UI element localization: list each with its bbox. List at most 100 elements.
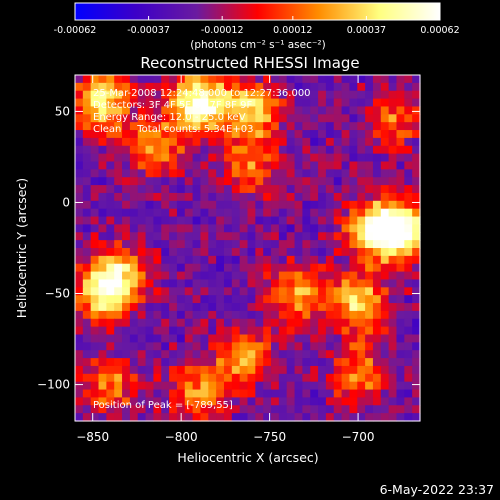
heatmap-cell	[223, 255, 233, 265]
heatmap-cell	[169, 216, 178, 226]
heatmap-cell	[169, 287, 178, 296]
heatmap-cell	[341, 122, 351, 131]
heatmap-cell	[184, 326, 194, 336]
heatmap-cell	[310, 271, 319, 281]
heatmap-cell	[129, 310, 139, 320]
heatmap-cell	[294, 169, 303, 178]
heatmap-cell	[75, 192, 84, 202]
heatmap-cell	[286, 248, 296, 257]
heatmap-cell	[90, 413, 100, 422]
heatmap-cell	[365, 185, 374, 194]
heatmap-cell	[388, 334, 398, 343]
heatmap-cell	[216, 326, 225, 336]
heatmap-cell	[145, 240, 155, 249]
heatmap-cell	[388, 279, 398, 288]
heatmap-cell	[302, 358, 311, 367]
y-axis-label: Heliocentric Y (arcsec)	[14, 178, 29, 318]
heatmap-cell	[75, 161, 84, 170]
heatmap-cell	[278, 358, 288, 367]
heatmap-cell	[357, 310, 366, 320]
heatmap-cell	[239, 192, 249, 202]
heatmap-cell	[349, 263, 358, 273]
heatmap-cell	[404, 75, 413, 84]
heatmap-cell	[137, 350, 147, 359]
heatmap-cell	[318, 240, 327, 249]
heatmap-cell	[388, 318, 398, 328]
heatmap-cell	[286, 224, 296, 233]
heatmap-cell	[223, 98, 233, 108]
heatmap-cell	[357, 192, 366, 202]
heatmap-cell	[294, 177, 303, 186]
heatmap-cell	[404, 200, 413, 210]
heatmap-cell	[278, 350, 288, 359]
heatmap-cell	[349, 295, 358, 304]
heatmap-cell	[75, 90, 84, 100]
heatmap-cell	[200, 232, 209, 241]
heatmap-cell	[365, 263, 374, 273]
heatmap-cell	[231, 358, 241, 367]
heatmap-cell	[145, 216, 155, 226]
heatmap-cell	[388, 287, 398, 296]
heatmap-cell	[231, 145, 241, 155]
heatmap-cell	[169, 177, 178, 186]
heatmap-cell	[372, 200, 382, 210]
heatmap-cell	[349, 114, 358, 123]
heatmap-cell	[75, 413, 84, 422]
heatmap-cell	[106, 216, 115, 226]
heatmap-cell	[192, 303, 202, 312]
heatmap-cell	[82, 224, 92, 233]
heatmap-cell	[310, 389, 319, 399]
heatmap-cell	[294, 279, 303, 288]
heatmap-cell	[388, 145, 398, 155]
heatmap-cell	[153, 145, 162, 155]
heatmap-cell	[122, 177, 131, 186]
heatmap-cell	[184, 232, 194, 241]
heatmap-cell	[388, 232, 398, 241]
heatmap-cell	[341, 145, 351, 155]
heatmap-cell	[90, 389, 100, 399]
heatmap-cell	[90, 185, 100, 194]
heatmap-cell	[106, 342, 115, 351]
heatmap-cell	[90, 130, 100, 139]
heatmap-cell	[263, 381, 272, 391]
heatmap-cell	[231, 232, 241, 241]
heatmap-cell	[380, 185, 390, 194]
heatmap-cell	[82, 279, 92, 288]
heatmap-cell	[388, 169, 398, 178]
heatmap-cell	[294, 248, 303, 257]
heatmap-cell	[380, 358, 390, 367]
heatmap-cell	[145, 310, 155, 320]
heatmap-cell	[333, 365, 343, 375]
heatmap-cell	[223, 271, 233, 281]
heatmap-cell	[106, 358, 115, 367]
heatmap-cell	[349, 373, 358, 383]
heatmap-cell	[294, 90, 303, 100]
heatmap-cell	[412, 303, 421, 312]
heatmap-cell	[357, 98, 366, 108]
heatmap-cell	[98, 365, 107, 375]
heatmap-cell	[192, 350, 202, 359]
heatmap-cell	[388, 130, 398, 139]
heatmap-cell	[286, 358, 296, 367]
heatmap-cell	[161, 90, 170, 100]
heatmap-cell	[404, 153, 413, 163]
annotation-block: 25-Mar-2008 12:24:48.000 to 12:27:36.000…	[93, 88, 311, 411]
heatmap-cell	[208, 192, 217, 202]
heatmap-cell	[255, 98, 264, 108]
heatmap-cell	[153, 98, 162, 108]
heatmap-cell	[302, 318, 311, 328]
heatmap-cell	[263, 145, 272, 155]
heatmap-cell	[98, 224, 107, 233]
heatmap-cell	[372, 122, 382, 131]
heatmap-cell	[412, 295, 421, 304]
heatmap-cell	[325, 224, 335, 233]
heatmap-cell	[208, 413, 217, 422]
heatmap-cell	[137, 114, 147, 123]
heatmap-cell	[161, 373, 170, 383]
heatmap-cell	[192, 122, 202, 131]
heatmap-cell	[365, 82, 374, 92]
heatmap-cell	[176, 405, 186, 414]
heatmap-cell	[231, 405, 241, 414]
heatmap-cell	[333, 145, 343, 155]
heatmap-cell	[396, 255, 405, 265]
